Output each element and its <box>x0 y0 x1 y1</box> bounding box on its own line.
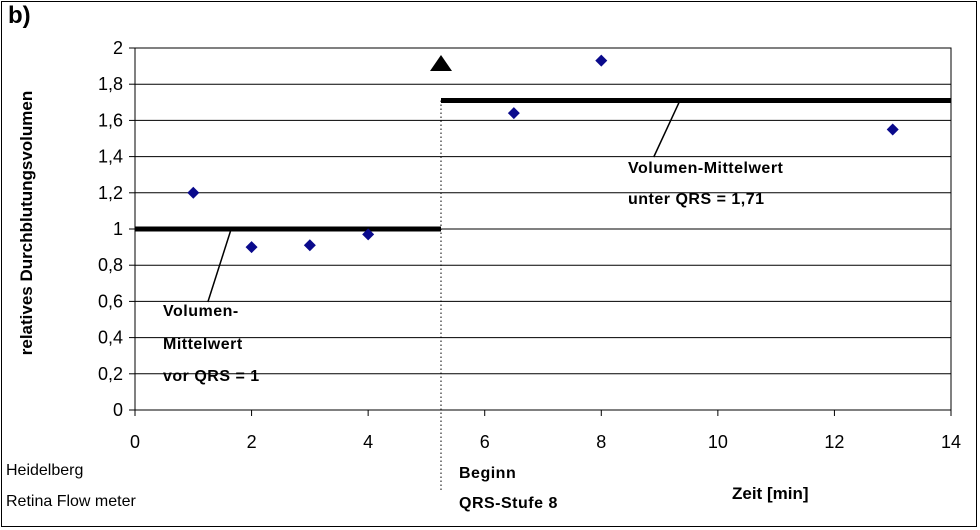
y-axis-label-container: relatives Durchblutungsvolumen <box>2 30 52 415</box>
x-tick-label: 14 <box>941 432 961 452</box>
y-tick-label: 1,4 <box>98 147 123 167</box>
y-tick-label: 1 <box>113 219 123 239</box>
data-point <box>362 228 375 241</box>
annotation-pointer-after <box>653 100 681 158</box>
source-line-2: Retina Flow meter <box>6 493 136 510</box>
data-point <box>507 107 520 120</box>
data-point <box>886 123 899 136</box>
x-tick-label: 6 <box>480 432 490 452</box>
x-tick-label: 0 <box>130 432 140 452</box>
x-tick-label: 8 <box>596 432 606 452</box>
y-tick-label: 1,2 <box>98 183 123 203</box>
y-axis-label: relatives Durchblutungsvolumen <box>17 90 36 355</box>
y-tick-label: 0,4 <box>98 328 123 348</box>
x-tick-label: 10 <box>708 432 728 452</box>
qrs-start-arrow <box>430 55 452 71</box>
y-tick-label: 1,6 <box>98 110 123 130</box>
y-tick-label: 0 <box>113 400 123 420</box>
y-tick-label: 2 <box>113 38 123 58</box>
y-tick-label: 1,8 <box>98 74 123 94</box>
annotation-after-line-1: Volumen-Mittelwert <box>628 160 784 177</box>
source-line-1: Heidelberg <box>6 462 84 479</box>
x-tick-label: 12 <box>824 432 844 452</box>
x-tick-label: 2 <box>247 432 257 452</box>
y-tick-label: 0,6 <box>98 291 123 311</box>
data-point <box>303 239 316 252</box>
data-point <box>595 54 608 67</box>
annotation-start-line-1: Beginn <box>459 465 517 482</box>
annotation-pointer-before <box>207 228 232 303</box>
x-axis-label: Zeit [min] <box>732 484 809 503</box>
annotation-start-line-2: QRS-Stufe 8 <box>459 495 558 512</box>
x-tick-label: 4 <box>363 432 373 452</box>
data-point <box>187 186 200 199</box>
y-tick-label: 0,8 <box>98 255 123 275</box>
annotation-before-line-3: vor QRS = 1 <box>163 368 260 385</box>
annotation-before-line-2: Mittelwert <box>163 336 243 353</box>
annotation-before-line-1: Volumen- <box>163 303 239 320</box>
annotation-after-line-2: unter QRS = 1,71 <box>628 191 765 208</box>
panel-label: b) <box>8 2 31 29</box>
y-tick-label: 0,2 <box>98 364 123 384</box>
data-point <box>245 241 258 254</box>
